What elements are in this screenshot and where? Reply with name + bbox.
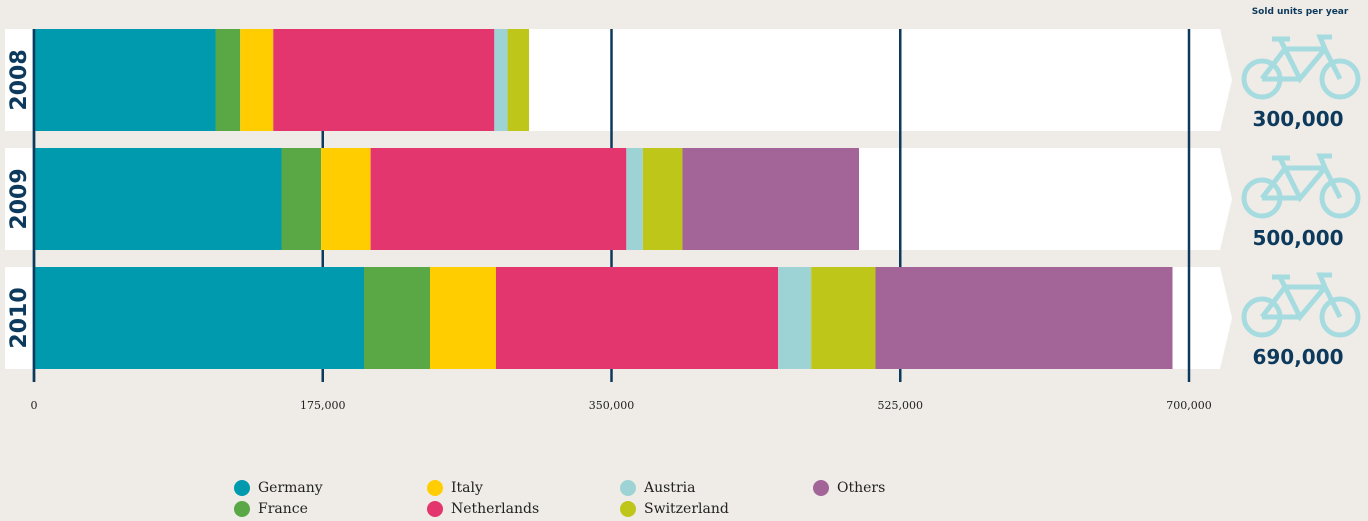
legend-marker — [234, 501, 250, 517]
bar-segment — [811, 267, 876, 369]
bar-segment — [626, 148, 643, 250]
bar-segment — [507, 29, 529, 131]
legend-marker — [620, 480, 636, 496]
legend-label: Switzerland — [644, 501, 729, 517]
frame — [1260, 153, 1343, 203]
bar-segment — [34, 267, 364, 369]
bar-segment — [215, 29, 241, 131]
frame — [1260, 34, 1343, 84]
legend-marker — [234, 480, 250, 496]
total-label: 300,000 — [1252, 107, 1343, 131]
wheel — [1319, 177, 1361, 219]
legend-label: France — [258, 501, 308, 517]
bar-segment — [321, 148, 371, 250]
bar-segment — [273, 29, 495, 131]
bar-segment — [778, 267, 812, 369]
bar-segment — [364, 267, 430, 369]
legend-label: Italy — [451, 480, 483, 496]
wheel — [1319, 58, 1361, 100]
legend-marker — [427, 501, 443, 517]
legend-label: Austria — [643, 480, 695, 496]
x-tick-label: 0 — [31, 399, 38, 412]
bike-icon — [1241, 272, 1361, 338]
bar-segment — [642, 148, 683, 250]
bike-icon — [1241, 34, 1361, 100]
bar-segment — [430, 267, 496, 369]
legend-label: Others — [837, 480, 885, 496]
header: Sold units per year — [1252, 7, 1349, 17]
bike-icon — [1241, 153, 1361, 219]
bar-segment — [494, 29, 508, 131]
legend-marker — [620, 501, 636, 517]
legend-marker — [427, 480, 443, 496]
x-tick-label: 350,000 — [589, 399, 635, 412]
total-label: 690,000 — [1252, 345, 1343, 369]
y-tick-label: 2009 — [7, 168, 32, 229]
bar-segment — [281, 148, 322, 250]
bar-segment — [370, 148, 627, 250]
bar-segment — [875, 267, 1173, 369]
bar-segment — [34, 29, 216, 131]
x-tick-label: 175,000 — [300, 399, 346, 412]
legend-label: Netherlands — [451, 501, 539, 517]
bar-segment — [240, 29, 274, 131]
bar-segment — [682, 148, 859, 250]
x-tick-label: 700,000 — [1166, 399, 1212, 412]
frame — [1260, 272, 1343, 322]
y-tick-label: 2010 — [7, 287, 32, 348]
total-label: 500,000 — [1252, 226, 1343, 250]
legend-label: Germany — [258, 480, 323, 496]
bar-segment — [496, 267, 779, 369]
bar-segment — [34, 148, 282, 250]
x-tick-label: 525,000 — [878, 399, 924, 412]
wheel — [1319, 296, 1361, 338]
y-tick-label: 2008 — [7, 49, 32, 110]
legend-marker — [813, 480, 829, 496]
